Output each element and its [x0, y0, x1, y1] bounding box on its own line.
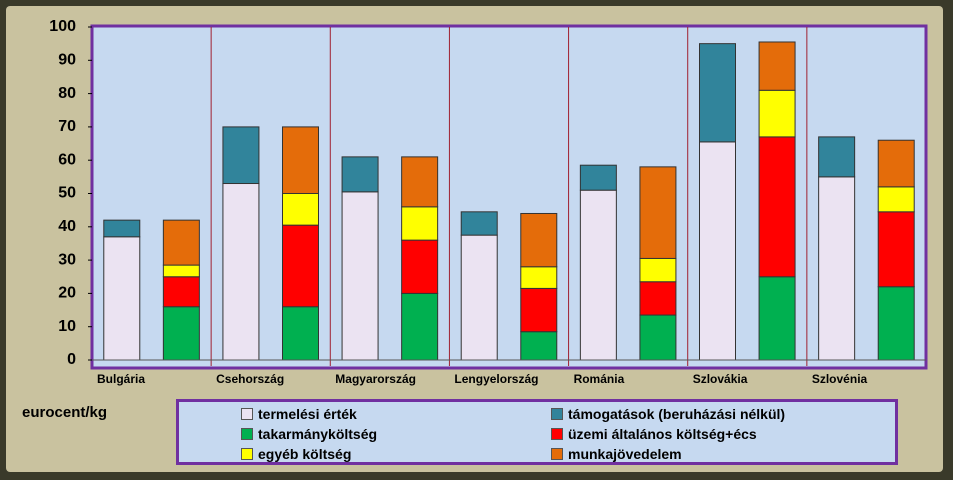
- legend-item: munkajövedelem: [539, 444, 895, 464]
- bar-segment: [282, 306, 319, 361]
- legend-item: támogatások (beruházási nélkül): [539, 404, 895, 424]
- bar-segment: [639, 166, 677, 259]
- bar-segment: [162, 264, 200, 278]
- plot-area: [90, 24, 928, 370]
- bar-segment: [401, 206, 439, 241]
- y-tick-label: 90: [58, 52, 76, 69]
- bar-segment: [699, 43, 736, 143]
- legend-swatch: [241, 428, 253, 440]
- bar-segment: [282, 193, 319, 226]
- y-tick-label: 40: [58, 218, 76, 235]
- y-tick-label: 10: [58, 318, 76, 335]
- bar-segment: [401, 239, 439, 294]
- bar-segment: [699, 141, 736, 361]
- bar-segment: [162, 306, 200, 361]
- legend-swatch: [241, 408, 253, 420]
- bar-segment: [877, 186, 915, 213]
- y-tick-label: 60: [58, 151, 76, 168]
- bar-segment: [877, 286, 915, 361]
- legend-item: üzemi általános költség+écs: [539, 424, 895, 444]
- legend-swatch: [551, 448, 563, 460]
- bar-segment: [460, 211, 498, 236]
- bar-segment: [579, 164, 617, 191]
- legend-label: támogatások (beruházási nélkül): [568, 406, 786, 422]
- y-tick-label: 50: [58, 185, 76, 202]
- bar-segment: [103, 219, 141, 238]
- bar-segment: [162, 219, 200, 266]
- y-tick-label: 80: [58, 85, 76, 102]
- legend-item: takarmányköltség: [179, 424, 539, 444]
- bar-segment: [520, 331, 558, 361]
- bar-segment: [162, 276, 200, 308]
- legend-label: üzemi általános költség+écs: [568, 426, 757, 442]
- legend-swatch: [551, 428, 563, 440]
- legend-label: munkajövedelem: [568, 446, 682, 462]
- bar-segment: [877, 139, 915, 188]
- bar-segment: [460, 234, 498, 361]
- legend-swatch: [241, 448, 253, 460]
- x-tick-label: Magyarország: [335, 372, 416, 386]
- legend: termelési érték támogatások (beruházási n…: [176, 399, 898, 465]
- bar-segment: [758, 276, 796, 361]
- bar-segment: [222, 183, 260, 361]
- bar-segment: [282, 126, 319, 194]
- bar-segment: [401, 156, 439, 208]
- bar-segment: [520, 287, 558, 333]
- bar-segment: [579, 189, 617, 361]
- bar-segment: [282, 224, 319, 308]
- bar-segment: [758, 41, 796, 91]
- x-tick-label: Szlovénia: [812, 372, 868, 386]
- x-tick-label: Lengyelország: [454, 372, 538, 386]
- x-tick-label: Csehország: [216, 372, 284, 386]
- bar-segment: [639, 257, 677, 283]
- y-tick-label: 100: [49, 18, 76, 35]
- bar-segment: [877, 211, 915, 288]
- y-axis-label: eurocent/kg: [22, 404, 107, 421]
- x-tick-label: Szlovákia: [693, 372, 748, 386]
- legend-item: termelési érték: [179, 404, 539, 424]
- x-tick-label: Románia: [574, 372, 625, 386]
- legend-label: takarmányköltség: [258, 426, 378, 442]
- bar-segment: [401, 292, 439, 361]
- bar-segment: [758, 136, 796, 278]
- bar-segment: [103, 236, 141, 361]
- legend-label: egyéb költség: [258, 446, 352, 462]
- bar-segment: [818, 176, 856, 361]
- legend-swatch: [551, 408, 563, 420]
- bar-segment: [758, 89, 796, 138]
- bar-segment: [639, 281, 677, 316]
- y-tick-label: 70: [58, 118, 76, 135]
- bar-segment: [222, 126, 260, 185]
- bar-segment: [639, 314, 677, 361]
- legend-item: egyéb költség: [179, 444, 539, 464]
- bar-segment: [520, 212, 558, 268]
- y-tick-label: 0: [67, 351, 76, 368]
- bar-segment: [818, 136, 856, 178]
- y-tick-label: 30: [58, 251, 76, 268]
- y-tick-label: 20: [58, 285, 76, 302]
- bar-segment: [520, 266, 558, 289]
- bar-segment: [341, 156, 379, 193]
- legend-label: termelési érték: [258, 406, 357, 422]
- bar-segment: [341, 191, 379, 361]
- x-tick-label: Bulgária: [97, 372, 145, 386]
